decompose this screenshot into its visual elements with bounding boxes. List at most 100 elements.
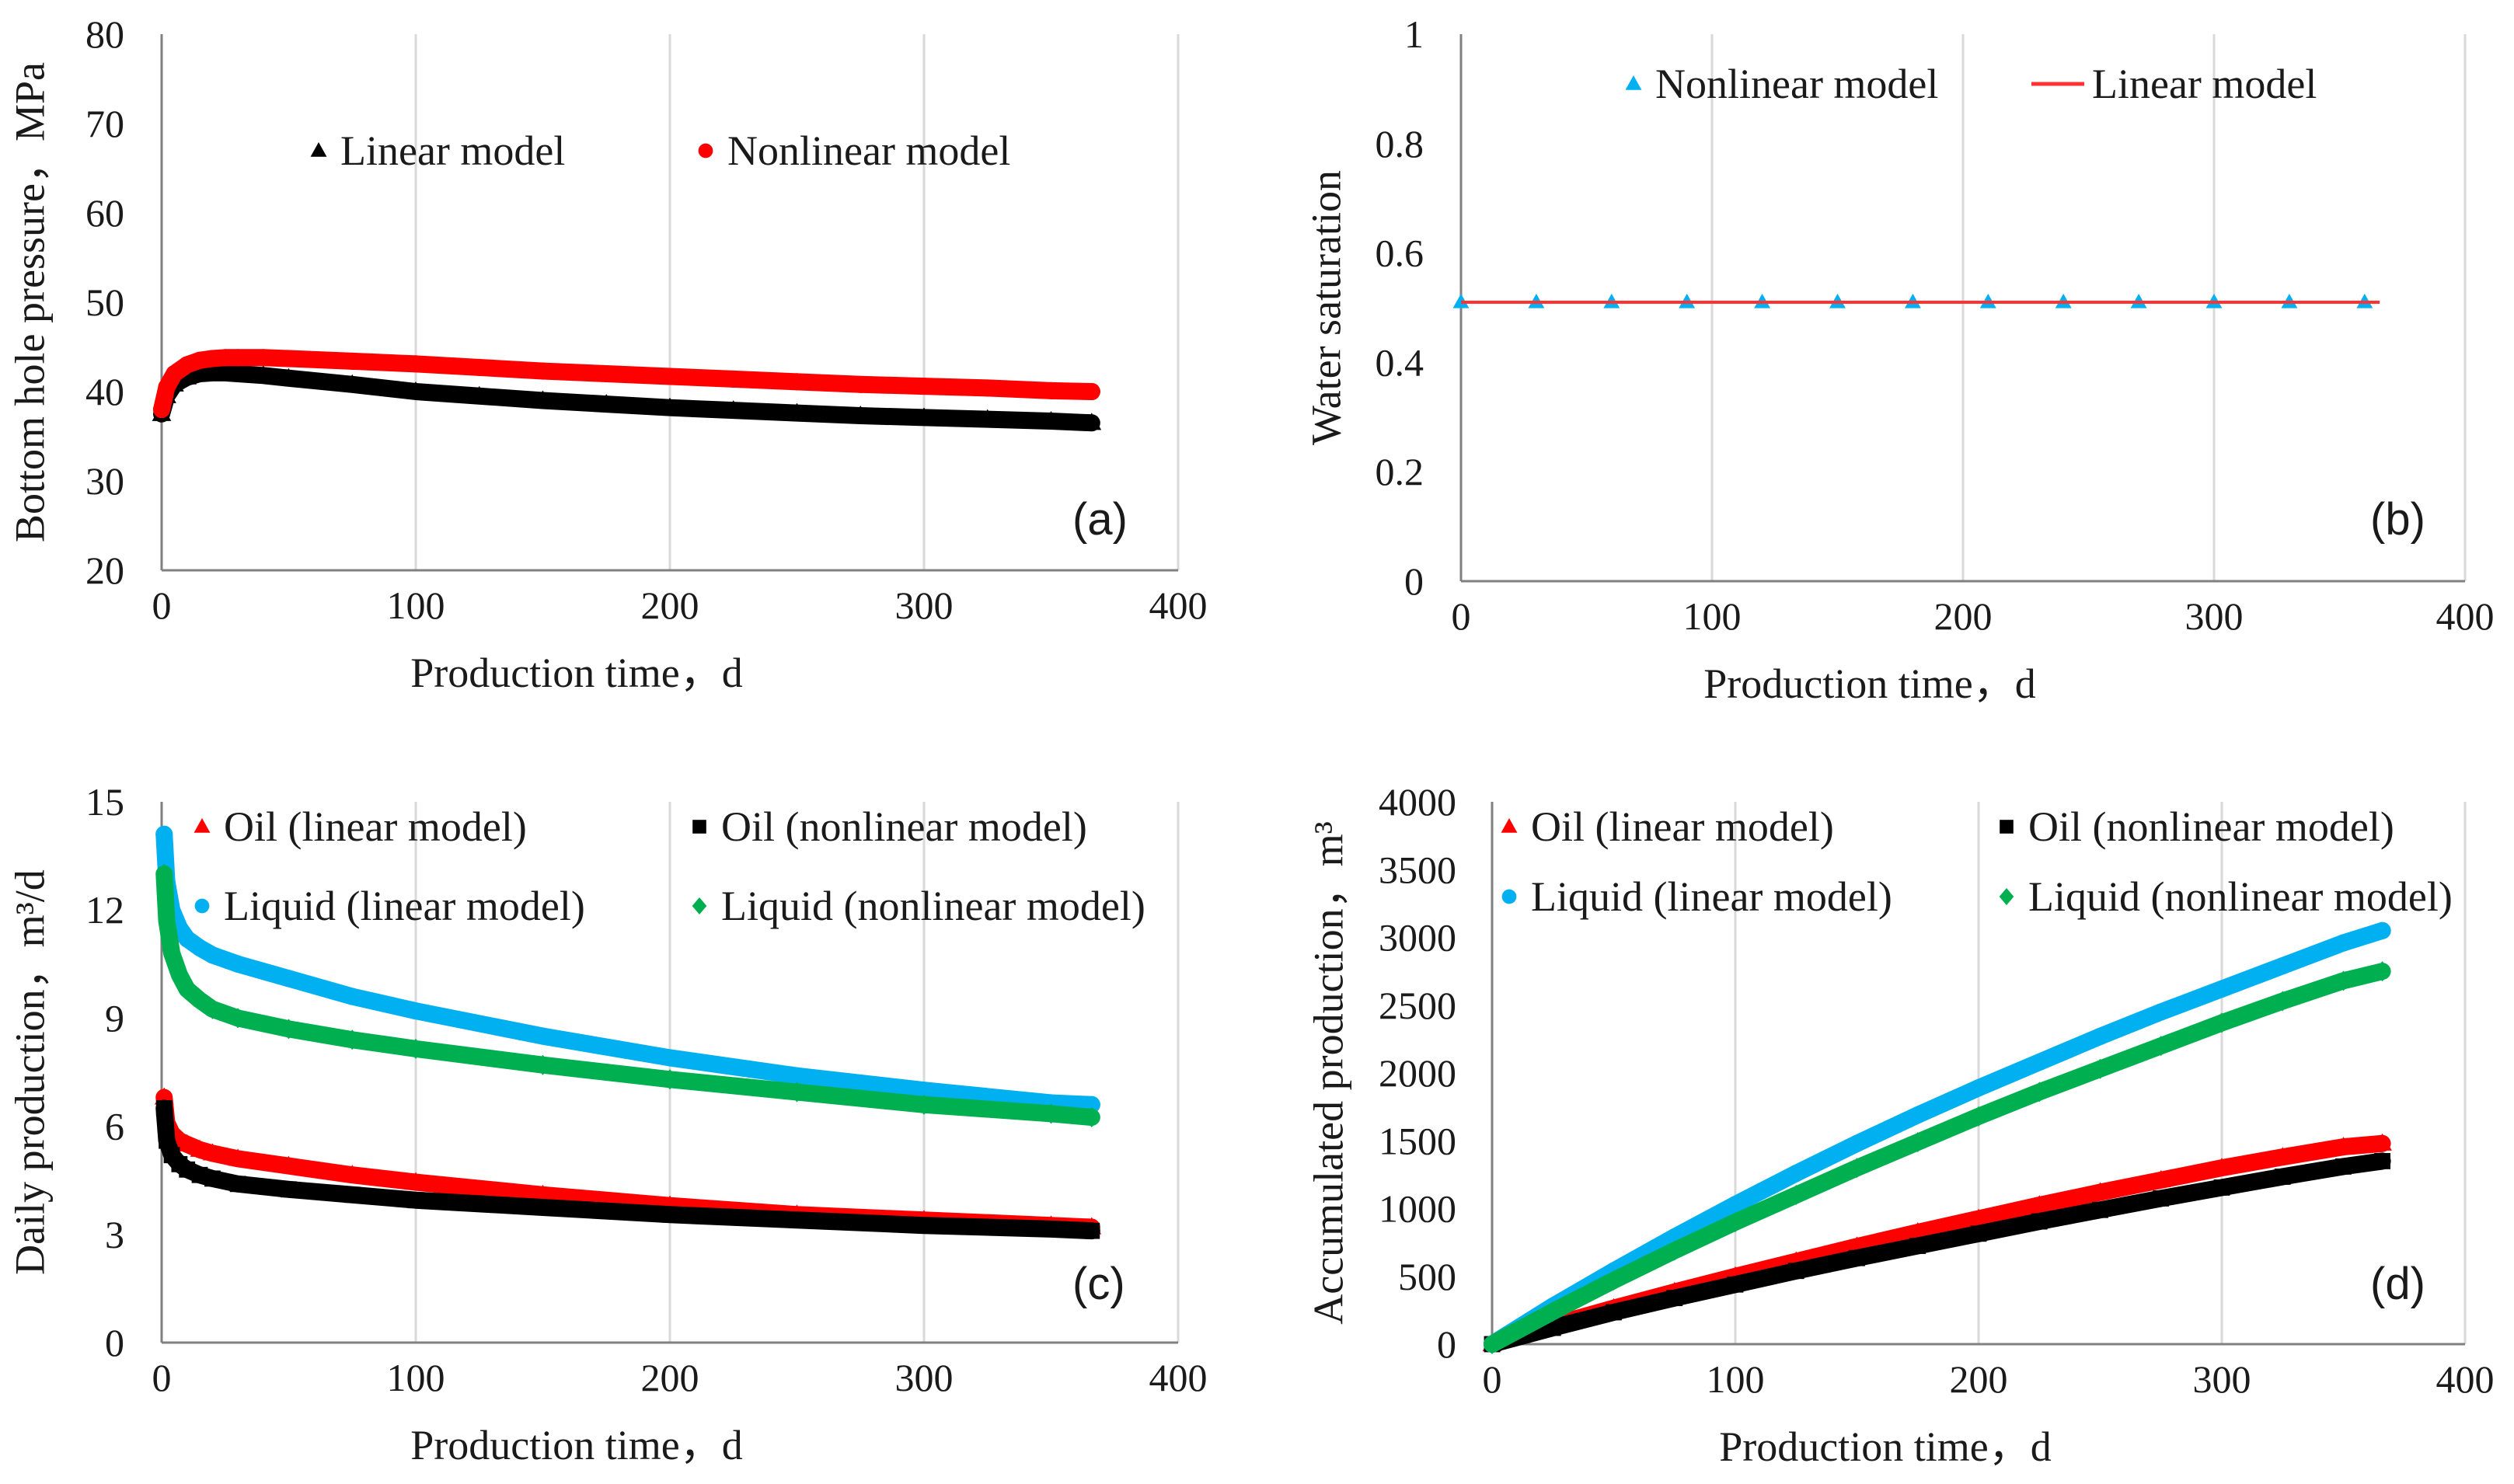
data-point bbox=[1787, 1165, 1805, 1183]
legend-label: Liquid (linear model) bbox=[224, 883, 585, 929]
data-point bbox=[2091, 1058, 2109, 1079]
data-point bbox=[534, 1027, 552, 1045]
data-point bbox=[2212, 980, 2231, 998]
data-point bbox=[406, 1038, 425, 1059]
data-point bbox=[155, 1100, 173, 1116]
data-point bbox=[534, 362, 552, 380]
data-point bbox=[978, 379, 996, 397]
data-point bbox=[788, 373, 806, 391]
data-point bbox=[203, 1143, 222, 1161]
data-point bbox=[253, 365, 274, 383]
data-point bbox=[155, 863, 173, 884]
data-point bbox=[788, 1067, 806, 1085]
data-point bbox=[2334, 970, 2352, 991]
data-point bbox=[203, 362, 222, 380]
data-point bbox=[178, 930, 196, 948]
data-point bbox=[2152, 1003, 2170, 1021]
y-tick-label: 0 bbox=[105, 1321, 124, 1364]
data-point bbox=[406, 355, 425, 373]
data-point bbox=[788, 1082, 806, 1103]
data-point bbox=[470, 358, 488, 377]
data-point bbox=[343, 1029, 361, 1050]
data-point bbox=[1849, 1249, 1865, 1266]
y-tick-label: 0.2 bbox=[1376, 450, 1424, 493]
legend-entry: Liquid (linear model) bbox=[1501, 873, 1892, 920]
x-tick-label: 300 bbox=[2185, 594, 2244, 638]
data-point bbox=[2373, 921, 2391, 939]
y-tick-label: 30 bbox=[85, 459, 124, 503]
legend-entry: Liquid (linear model) bbox=[194, 883, 585, 929]
y-tick-label: 1500 bbox=[1379, 1119, 1456, 1162]
y-axis-title: Daily production，m³/d bbox=[6, 869, 53, 1275]
data-point bbox=[2152, 1036, 2170, 1057]
legend-entry: Nonlinear model bbox=[698, 127, 1010, 174]
x-axis-title: Production time，d bbox=[1703, 660, 2035, 707]
data-point bbox=[1483, 1334, 1501, 1354]
data-point bbox=[343, 1186, 361, 1204]
legend-entry: Oil (nonlinear model) bbox=[2000, 803, 2394, 850]
data-point bbox=[1848, 1134, 1866, 1152]
x-tick-label: 100 bbox=[387, 1356, 445, 1399]
data-point bbox=[1909, 1238, 1926, 1254]
data-point bbox=[661, 1049, 679, 1067]
data-point bbox=[789, 1211, 805, 1228]
data-point bbox=[229, 349, 247, 367]
data-point bbox=[170, 964, 188, 985]
x-tick-label: 100 bbox=[387, 583, 445, 627]
data-point bbox=[660, 397, 680, 415]
data-point bbox=[190, 939, 209, 956]
data-point bbox=[1606, 1304, 1622, 1321]
y-tick-label: 0.6 bbox=[1376, 232, 1424, 275]
data-point bbox=[204, 946, 221, 964]
legend-marker bbox=[1501, 818, 1518, 833]
y-tick-label: 3500 bbox=[1379, 848, 1456, 891]
data-point bbox=[2374, 1153, 2390, 1169]
data-point bbox=[2031, 1053, 2049, 1071]
data-point bbox=[343, 988, 361, 1005]
data-point bbox=[1909, 1106, 1926, 1124]
data-point bbox=[190, 364, 210, 381]
data-point bbox=[2091, 1027, 2109, 1045]
panel-label: (a) bbox=[1072, 494, 1128, 545]
data-point bbox=[178, 979, 196, 1000]
data-point bbox=[914, 407, 934, 425]
data-point bbox=[406, 1002, 425, 1020]
data-point bbox=[229, 1008, 247, 1029]
x-tick-label: 300 bbox=[2193, 1357, 2251, 1401]
data-point bbox=[2373, 1133, 2392, 1151]
legend-entry: Liquid (nonlinear model) bbox=[1999, 873, 2453, 920]
data-point bbox=[254, 349, 272, 367]
y-tick-label: 15 bbox=[85, 780, 124, 824]
data-point bbox=[1083, 1222, 1100, 1239]
data-point bbox=[280, 350, 298, 368]
legend-marker bbox=[310, 142, 327, 157]
legend-label: Oil (linear model) bbox=[1531, 803, 1834, 850]
panel-label: (d) bbox=[2370, 1259, 2425, 1309]
data-point bbox=[163, 942, 181, 963]
y-tick-label: 0.4 bbox=[1376, 340, 1424, 384]
data-point bbox=[228, 364, 248, 381]
data-point bbox=[204, 350, 221, 368]
y-tick-label: 9 bbox=[105, 996, 124, 1040]
data-point bbox=[191, 1166, 208, 1183]
data-point bbox=[229, 955, 247, 973]
data-point bbox=[152, 400, 171, 419]
data-point bbox=[1969, 1079, 1988, 1097]
series-liquid-nonlinear-model- bbox=[1483, 961, 2391, 1354]
x-tick-label: 0 bbox=[152, 1356, 172, 1399]
data-point bbox=[724, 400, 744, 418]
data-point bbox=[155, 825, 173, 843]
data-point bbox=[1083, 382, 1100, 401]
y-tick-label: 500 bbox=[1398, 1255, 1456, 1298]
data-point bbox=[343, 352, 361, 370]
chart-panel-c: 0 100 200 300 400 0 3 6 9 12 15 Production time，d Da… bbox=[6, 780, 1207, 1468]
data-point bbox=[724, 370, 742, 388]
data-point bbox=[2334, 934, 2352, 952]
legend-marker bbox=[692, 820, 706, 834]
data-point bbox=[2335, 1158, 2352, 1175]
legend-marker bbox=[698, 143, 713, 159]
data-point bbox=[2092, 1201, 2108, 1218]
legend-entry: Oil (linear model) bbox=[1501, 803, 1834, 850]
data-point bbox=[2031, 1213, 2048, 1230]
